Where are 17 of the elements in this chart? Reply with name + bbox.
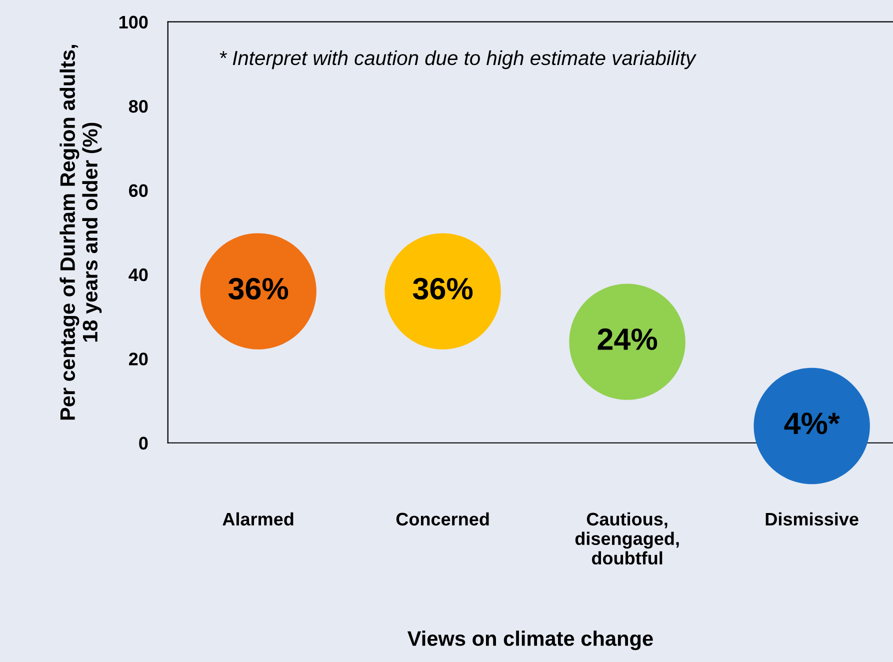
y-tick-label: 40: [128, 268, 148, 282]
x-axis-title: Views on climate change: [407, 630, 653, 650]
y-tick-label: 80: [128, 100, 148, 113]
y-axis-title: Per centage of Durham Region adults, 18 years and older (%): [60, 45, 102, 420]
y-tick-label: 60: [129, 184, 148, 197]
data-label: 24%: [598, 328, 658, 350]
data-label: 36%: [228, 278, 288, 300]
y-tick-label: 20: [128, 352, 148, 366]
x-tick-label: Alarmed: [222, 512, 294, 526]
data-label: 4%*: [784, 412, 840, 434]
y-tick-label: 100: [119, 16, 148, 29]
x-tick-label: Dismissive: [766, 512, 858, 526]
data-label: 36%: [412, 278, 473, 300]
x-tick-label: Concerned: [396, 512, 489, 526]
annotation: * Interpret with caution due to high estimate variability: [220, 50, 697, 70]
y-tick-label: 0: [139, 436, 148, 450]
x-tick-label: Cautious, disengaged, doubtful: [575, 512, 679, 565]
